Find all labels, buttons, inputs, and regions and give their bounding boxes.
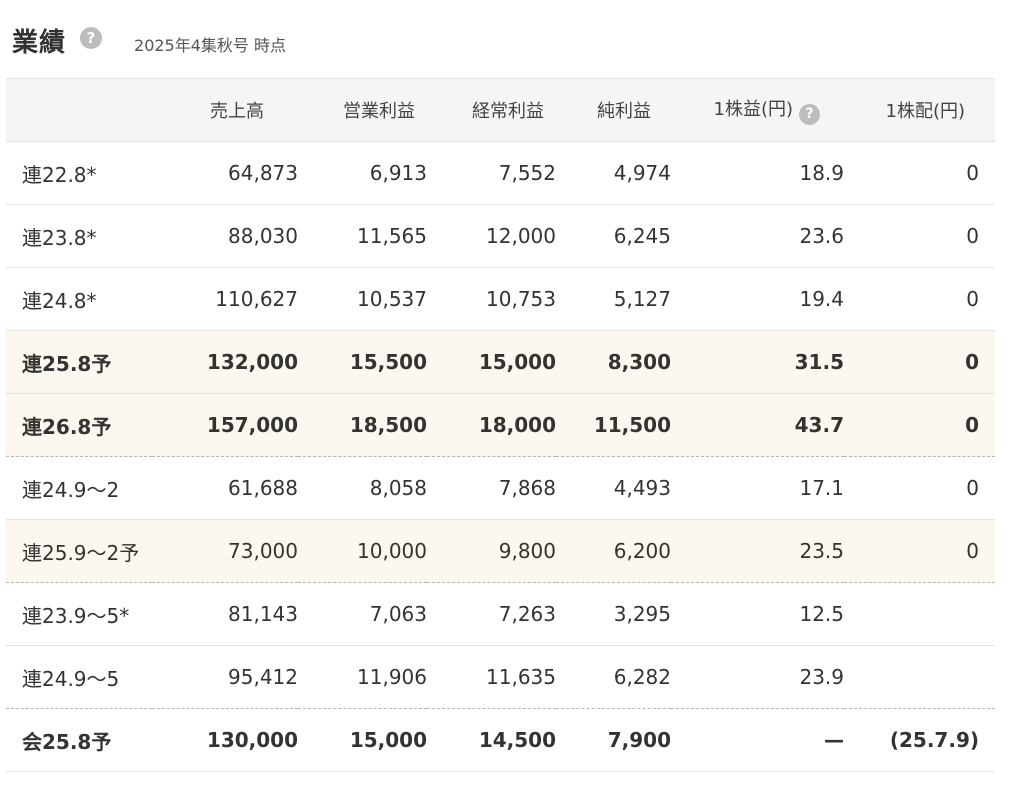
cell-dividend: 0 bbox=[844, 393, 995, 457]
cell-operating-profit: 10,537 bbox=[298, 267, 427, 331]
table-body: 連22.8* 64,873 6,913 7,552 4,974 18.9 0 連23.8* 88… bbox=[6, 141, 995, 772]
cell-eps: 18.9 bbox=[671, 141, 844, 205]
row-period-label: 会25.8予 bbox=[6, 708, 152, 772]
cell-net-profit: 11,500 bbox=[556, 393, 671, 457]
cell-net-profit: 4,493 bbox=[556, 456, 671, 520]
cell-ordinary-profit: 7,263 bbox=[427, 582, 556, 646]
cell-eps: 17.1 bbox=[671, 456, 844, 520]
cell-ordinary-profit: 12,000 bbox=[427, 204, 556, 268]
header-sales: 売上高 bbox=[152, 78, 298, 142]
cell-operating-profit: 6,913 bbox=[298, 141, 427, 205]
header-operating-profit: 営業利益 bbox=[298, 78, 427, 142]
cell-operating-profit: 15,500 bbox=[298, 330, 427, 394]
cell-ordinary-profit: 14,500 bbox=[427, 708, 556, 772]
cell-net-profit: 6,282 bbox=[556, 645, 671, 709]
cell-ordinary-profit: 15,000 bbox=[427, 330, 556, 394]
cell-net-profit: 7,900 bbox=[556, 708, 671, 772]
header-dividend: 1株配(円) bbox=[844, 78, 995, 142]
cell-operating-profit: 11,906 bbox=[298, 645, 427, 709]
cell-net-profit: 4,974 bbox=[556, 141, 671, 205]
row-period-label: 連24.9〜5 bbox=[6, 645, 152, 709]
cell-operating-profit: 18,500 bbox=[298, 393, 427, 457]
eps-help-icon[interactable]: ? bbox=[799, 103, 820, 125]
table-row: 連22.8* 64,873 6,913 7,552 4,974 18.9 0 bbox=[6, 141, 995, 205]
table-row: 会25.8予 130,000 15,000 14,500 7,900— (25.7.9) bbox=[6, 708, 995, 772]
cell-operating-profit: 10,000 bbox=[298, 519, 427, 583]
table-row: 連23.9〜5* 81,143 7,063 7,263 3,295 12.5 bbox=[6, 582, 995, 646]
row-period-label: 連23.8* bbox=[6, 204, 152, 268]
cell-operating-profit: 8,058 bbox=[298, 456, 427, 520]
cell-ordinary-profit: 11,635 bbox=[427, 645, 556, 709]
cell-dividend: 0 bbox=[844, 456, 995, 520]
row-period-label: 連26.8予 bbox=[6, 393, 152, 457]
cell-sales: 110,627 bbox=[152, 267, 298, 331]
table-row: 連24.8* 110,627 10,537 10,753 5,127 19.4 0 bbox=[6, 267, 995, 331]
header-eps: 1株益(円)? bbox=[671, 78, 844, 142]
cell-dividend: 0 bbox=[844, 141, 995, 205]
table-row: 連24.9〜2 61,688 8,058 7,868 4,493 17.1 0 bbox=[6, 456, 995, 520]
section-header: 業績 ? 2025年4集秋号 時点 bbox=[12, 18, 286, 62]
table-row: 連24.9〜5 95,412 11,906 11,635 6,282 23.9 bbox=[6, 645, 995, 709]
table-row: 連23.8* 88,030 11,565 12,000 6,245 23.6 0 bbox=[6, 204, 995, 268]
cell-dividend: 0 bbox=[844, 204, 995, 268]
cell-sales: 130,000 bbox=[152, 708, 298, 772]
table-row: 連25.8予 132,000 15,500 15,000 8,300 31.5 0 bbox=[6, 330, 995, 394]
row-period-label: 連24.9〜2 bbox=[6, 456, 152, 520]
header-eps-label: 1株益(円) bbox=[713, 99, 794, 121]
cell-sales: 73,000 bbox=[152, 519, 298, 583]
cell-eps: 23.6 bbox=[671, 204, 844, 268]
cell-operating-profit: 15,000 bbox=[298, 708, 427, 772]
cell-dividend bbox=[844, 582, 995, 646]
cell-eps: 23.9 bbox=[671, 645, 844, 709]
row-period-label: 連24.8* bbox=[6, 267, 152, 331]
cell-operating-profit: 11,565 bbox=[298, 204, 427, 268]
performance-table: 売上高 営業利益 経常利益 純利益 1株益(円)? 1株配(円) 連22.8* 6… bbox=[6, 78, 995, 772]
cell-sales: 132,000 bbox=[152, 330, 298, 394]
table-row: 連26.8予 157,000 18,500 18,000 11,500 43.7 0 bbox=[6, 393, 995, 457]
cell-net-profit: 3,295 bbox=[556, 582, 671, 646]
cell-ordinary-profit: 10,753 bbox=[427, 267, 556, 331]
cell-ordinary-profit: 7,868 bbox=[427, 456, 556, 520]
table-header-row: 売上高 営業利益 経常利益 純利益 1株益(円)? 1株配(円) bbox=[6, 78, 995, 142]
cell-eps: 31.5 bbox=[671, 330, 844, 394]
cell-dividend: (25.7.9) bbox=[844, 708, 995, 772]
cell-sales: 64,873 bbox=[152, 141, 298, 205]
cell-sales: 61,688 bbox=[152, 456, 298, 520]
as-of-date: 2025年4集秋号 時点 bbox=[134, 36, 287, 55]
help-icon[interactable]: ? bbox=[80, 27, 103, 49]
cell-eps: 19.4 bbox=[671, 267, 844, 331]
cell-net-profit: 6,245 bbox=[556, 204, 671, 268]
cell-net-profit: 5,127 bbox=[556, 267, 671, 331]
cell-eps: 43.7 bbox=[671, 393, 844, 457]
cell-eps: 12.5 bbox=[671, 582, 844, 646]
row-period-label: 連25.8予 bbox=[6, 330, 152, 394]
cell-net-profit: 8,300 bbox=[556, 330, 671, 394]
cell-sales: 88,030 bbox=[152, 204, 298, 268]
cell-sales: 95,412 bbox=[152, 645, 298, 709]
cell-net-profit: 6,200 bbox=[556, 519, 671, 583]
cell-eps: 23.5 bbox=[671, 519, 844, 583]
cell-sales: 157,000 bbox=[152, 393, 298, 457]
header-period bbox=[6, 78, 152, 142]
cell-dividend: 0 bbox=[844, 267, 995, 331]
cell-ordinary-profit: 18,000 bbox=[427, 393, 556, 457]
cell-ordinary-profit: 9,800 bbox=[427, 519, 556, 583]
cell-eps: — bbox=[671, 708, 844, 772]
table-row: 連25.9〜2予 73,000 10,000 9,800 6,200 23.5 0 bbox=[6, 519, 995, 583]
row-period-label: 連23.9〜5* bbox=[6, 582, 152, 646]
cell-dividend: 0 bbox=[844, 519, 995, 583]
cell-ordinary-profit: 7,552 bbox=[427, 141, 556, 205]
section-title: 業績 bbox=[12, 27, 67, 58]
header-net-profit: 純利益 bbox=[556, 78, 671, 142]
cell-dividend: 0 bbox=[844, 330, 995, 394]
row-period-label: 連25.9〜2予 bbox=[6, 519, 152, 583]
row-period-label: 連22.8* bbox=[6, 141, 152, 205]
cell-sales: 81,143 bbox=[152, 582, 298, 646]
header-ordinary-profit: 経常利益 bbox=[427, 78, 556, 142]
cell-operating-profit: 7,063 bbox=[298, 582, 427, 646]
cell-dividend bbox=[844, 645, 995, 709]
